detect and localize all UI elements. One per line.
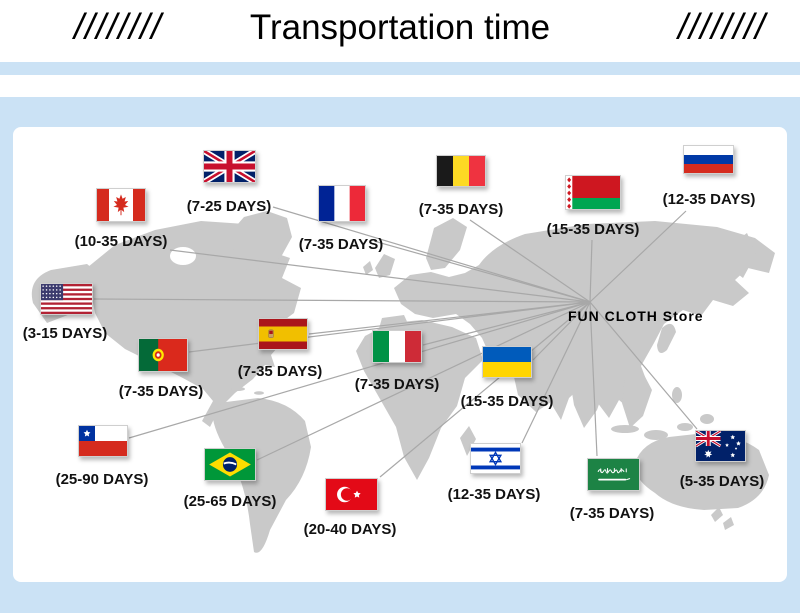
- title-decor-slashes-right: ////////: [678, 6, 767, 47]
- store-label: FUN CLOTH Store: [568, 308, 704, 324]
- uk-flag: [203, 150, 256, 183]
- italy-transit-days: (7-35 DAYS): [354, 376, 440, 393]
- ukraine-transit-days: (15-35 DAYS): [460, 393, 554, 410]
- title-bar: //////// Transportation time ////////: [0, 0, 800, 62]
- spain-flag: [258, 318, 308, 350]
- spain-transit-days: (7-35 DAYS): [237, 363, 323, 380]
- russia-transit-days: (12-35 DAYS): [662, 191, 756, 208]
- brazil-transit-days: (25-65 DAYS): [183, 493, 277, 510]
- chile-transit-days: (25-90 DAYS): [55, 471, 149, 488]
- canada-flag: [96, 188, 146, 222]
- israel-transit-days: (12-35 DAYS): [447, 486, 541, 503]
- france-transit-days: (7-35 DAYS): [298, 236, 384, 253]
- canada-transit-days: (10-35 DAYS): [74, 233, 168, 250]
- belgium-flag: [436, 155, 486, 187]
- brazil-flag: [204, 448, 256, 481]
- usa-transit-days: (3-15 DAYS): [22, 325, 108, 342]
- divider-band-top: [0, 62, 800, 75]
- chile-flag: [78, 425, 128, 457]
- page-title: Transportation time: [249, 8, 551, 47]
- turkey-transit-days: (20-40 DAYS): [303, 521, 397, 538]
- usa-flag: [40, 283, 93, 315]
- russia-flag: [683, 145, 734, 174]
- australia-flag: [695, 430, 746, 462]
- belarus-flag: [565, 175, 621, 210]
- saudi-transit-days: (7-35 DAYS): [569, 505, 655, 522]
- title-decor-slashes-left: ////////: [74, 6, 163, 47]
- portugal-transit-days: (7-35 DAYS): [118, 383, 204, 400]
- uk-transit-days: (7-25 DAYS): [186, 198, 272, 215]
- france-flag: [318, 185, 366, 222]
- portugal-flag: [138, 338, 188, 372]
- belgium-transit-days: (7-35 DAYS): [418, 201, 504, 218]
- belarus-transit-days: (15-35 DAYS): [546, 221, 640, 238]
- turkey-flag: [325, 478, 378, 511]
- australia-transit-days: (5-35 DAYS): [679, 473, 765, 490]
- italy-flag: [372, 330, 422, 363]
- israel-flag: [470, 443, 521, 474]
- ukraine-flag: [482, 346, 532, 378]
- saudi-arabia-flag: [587, 458, 640, 491]
